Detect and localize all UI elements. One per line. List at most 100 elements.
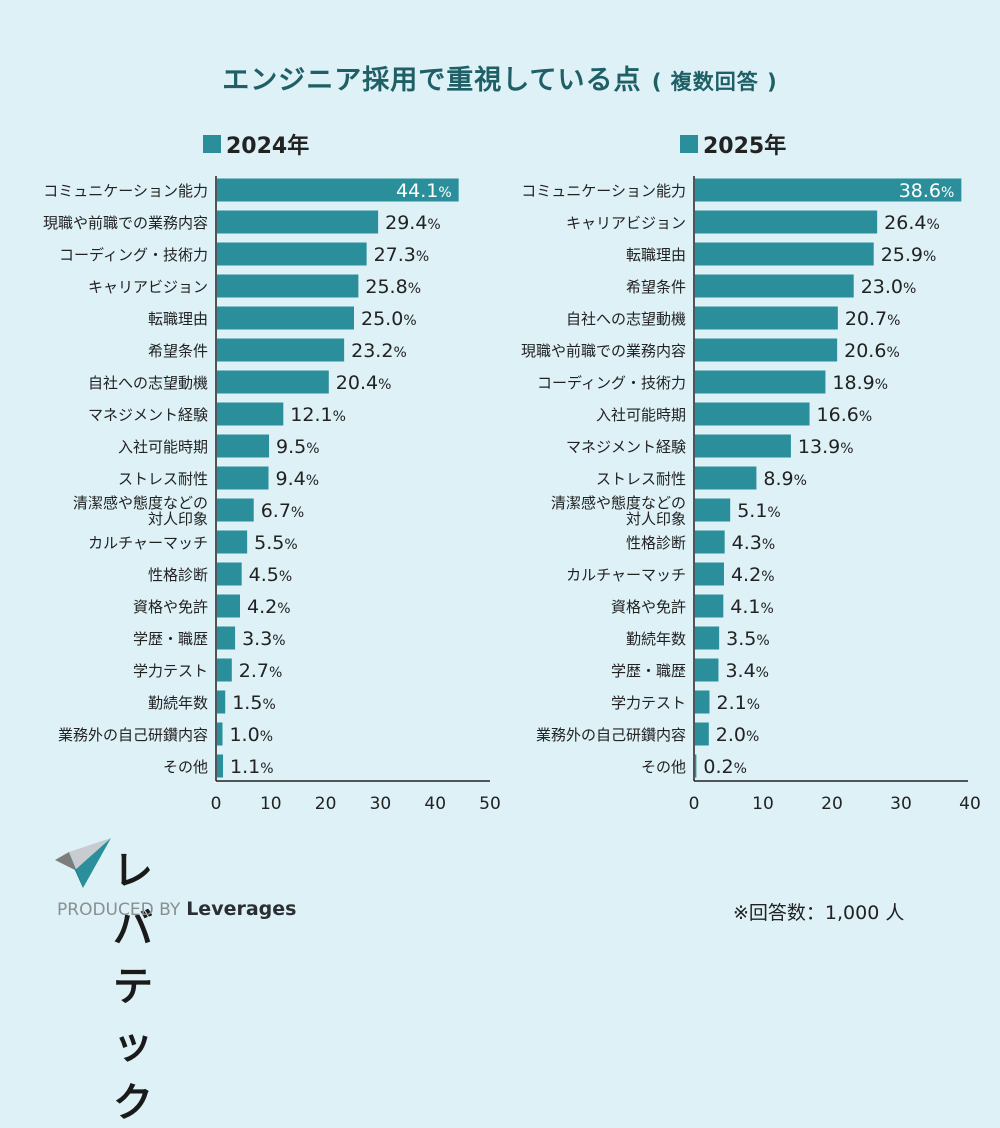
x-tick-label: 0 [689,794,700,814]
category-label-line: 資格や免許 [133,598,208,616]
title-subtitle: ( 複数回答 ) [651,70,778,94]
value-label: 25.0% [361,308,417,330]
category-label-line: 勤続年数 [626,630,686,648]
value-number: 29.4 [385,212,427,234]
bar [695,338,838,362]
category-label-line: ストレス耐性 [118,470,208,488]
value-unit: % [746,729,759,745]
value-label: 2.1% [716,692,760,714]
category-label: 転職理由 [626,246,686,264]
bar [695,594,724,618]
category-label-line: 対人印象 [148,510,208,528]
category-label-line: カルチャーマッチ [566,566,686,584]
category-label-line: 対人印象 [626,510,686,528]
bar [695,722,709,746]
value-label: 20.6% [844,340,900,362]
value-number: 13.9 [798,436,840,458]
category-label-line: カルチャーマッチ [88,534,208,552]
brand-name: Leverages [186,898,297,920]
value-unit: % [941,185,954,201]
category-label-line: 清潔感や態度などの [73,494,208,512]
bar [217,178,459,202]
category-label: カルチャーマッチ [88,534,208,552]
value-unit: % [734,761,747,777]
value-number: 25.9 [881,244,923,266]
value-unit: % [408,281,421,297]
value-unit: % [886,345,899,361]
value-unit: % [840,441,853,457]
category-label-line: キャリアビジョン [566,214,686,232]
category-label-line: 自社への志望動機 [566,310,686,328]
bar [695,370,826,394]
value-label: 20.7% [845,308,901,330]
value-number: 26.4 [884,212,926,234]
title-main: エンジニア採用で重視している点 [222,65,642,96]
category-label-line: 入社可能時期 [118,438,208,456]
value-number: 3.5 [726,628,756,650]
value-unit: % [277,601,290,617]
value-unit: % [333,409,346,425]
category-label: キャリアビジョン [88,278,208,296]
value-unit: % [761,601,774,617]
value-label: 29.4% [385,212,441,234]
value-number: 23.2 [351,340,393,362]
value-unit: % [416,249,429,265]
category-label: 清潔感や態度などの対人印象 [551,494,686,528]
category-label-line: 性格診断 [626,534,686,552]
value-unit: % [279,569,292,585]
x-tick-label: 40 [424,794,446,814]
bar [217,722,223,746]
value-number: 38.6 [899,180,941,202]
value-label: 1.0% [229,724,273,746]
value-unit: % [393,345,406,361]
value-number: 4.3 [732,532,762,554]
category-label: 転職理由 [148,310,208,328]
value-number: 3.3 [242,628,272,650]
value-number: 4.5 [249,564,279,586]
value-label: 5.1% [737,500,781,522]
respondent-count-note: ※回答数：1,000 人 [733,902,905,924]
value-label: 4.2% [731,564,775,586]
chart-title: エンジニア採用で重視している点 ( 複数回答 ) [0,58,1000,97]
category-label: 自社への志望動機 [566,310,686,328]
value-number: 16.6 [817,404,859,426]
x-tick-label: 0 [211,794,222,814]
category-label: 清潔感や態度などの対人印象 [73,494,208,528]
bar [217,338,345,362]
category-label-line: 希望条件 [626,278,686,296]
x-tick-label: 30 [370,794,392,814]
bar [217,658,232,682]
value-label: 38.6% [899,180,955,202]
value-label: 25.8% [365,276,421,298]
value-number: 27.3 [374,244,416,266]
value-number: 3.4 [725,660,755,682]
bar [217,434,270,458]
legend-2024: 2024年 [203,128,309,160]
produced-by: PRODUCED BY Leverages [57,898,296,920]
x-tick-label: 50 [479,794,501,814]
category-label-line: コーディング・技術力 [537,374,686,392]
value-number: 44.1 [396,180,438,202]
value-unit: % [903,281,916,297]
value-unit: % [269,665,282,681]
value-label: 9.4% [276,468,320,490]
legend-label: 2024年 [226,134,310,159]
category-label-line: 性格診断 [148,566,208,584]
category-label: キャリアビジョン [566,214,686,232]
category-label-line: 希望条件 [148,342,208,360]
value-label: 20.4% [336,372,392,394]
bar-charts: 0 10 20 30 40 50 コミュニケーション能力 44.1% 現職や前職での業務内容 29… [43,176,981,814]
bar [695,530,725,554]
logo-mark-icon [55,838,111,888]
value-unit: % [260,761,273,777]
x-tick-label: 10 [260,794,282,814]
category-label-line: マネジメント経験 [566,438,686,456]
produced-by-label: PRODUCED BY [57,900,181,920]
value-label: 12.1% [290,404,346,426]
category-label: マネジメント経験 [566,438,686,456]
value-number: 0.2 [703,756,733,778]
value-number: 2.7 [239,660,269,682]
value-number: 9.5 [276,436,306,458]
category-label-line: コーディング・技術力 [59,246,208,264]
category-label: 学力テスト [133,662,208,680]
